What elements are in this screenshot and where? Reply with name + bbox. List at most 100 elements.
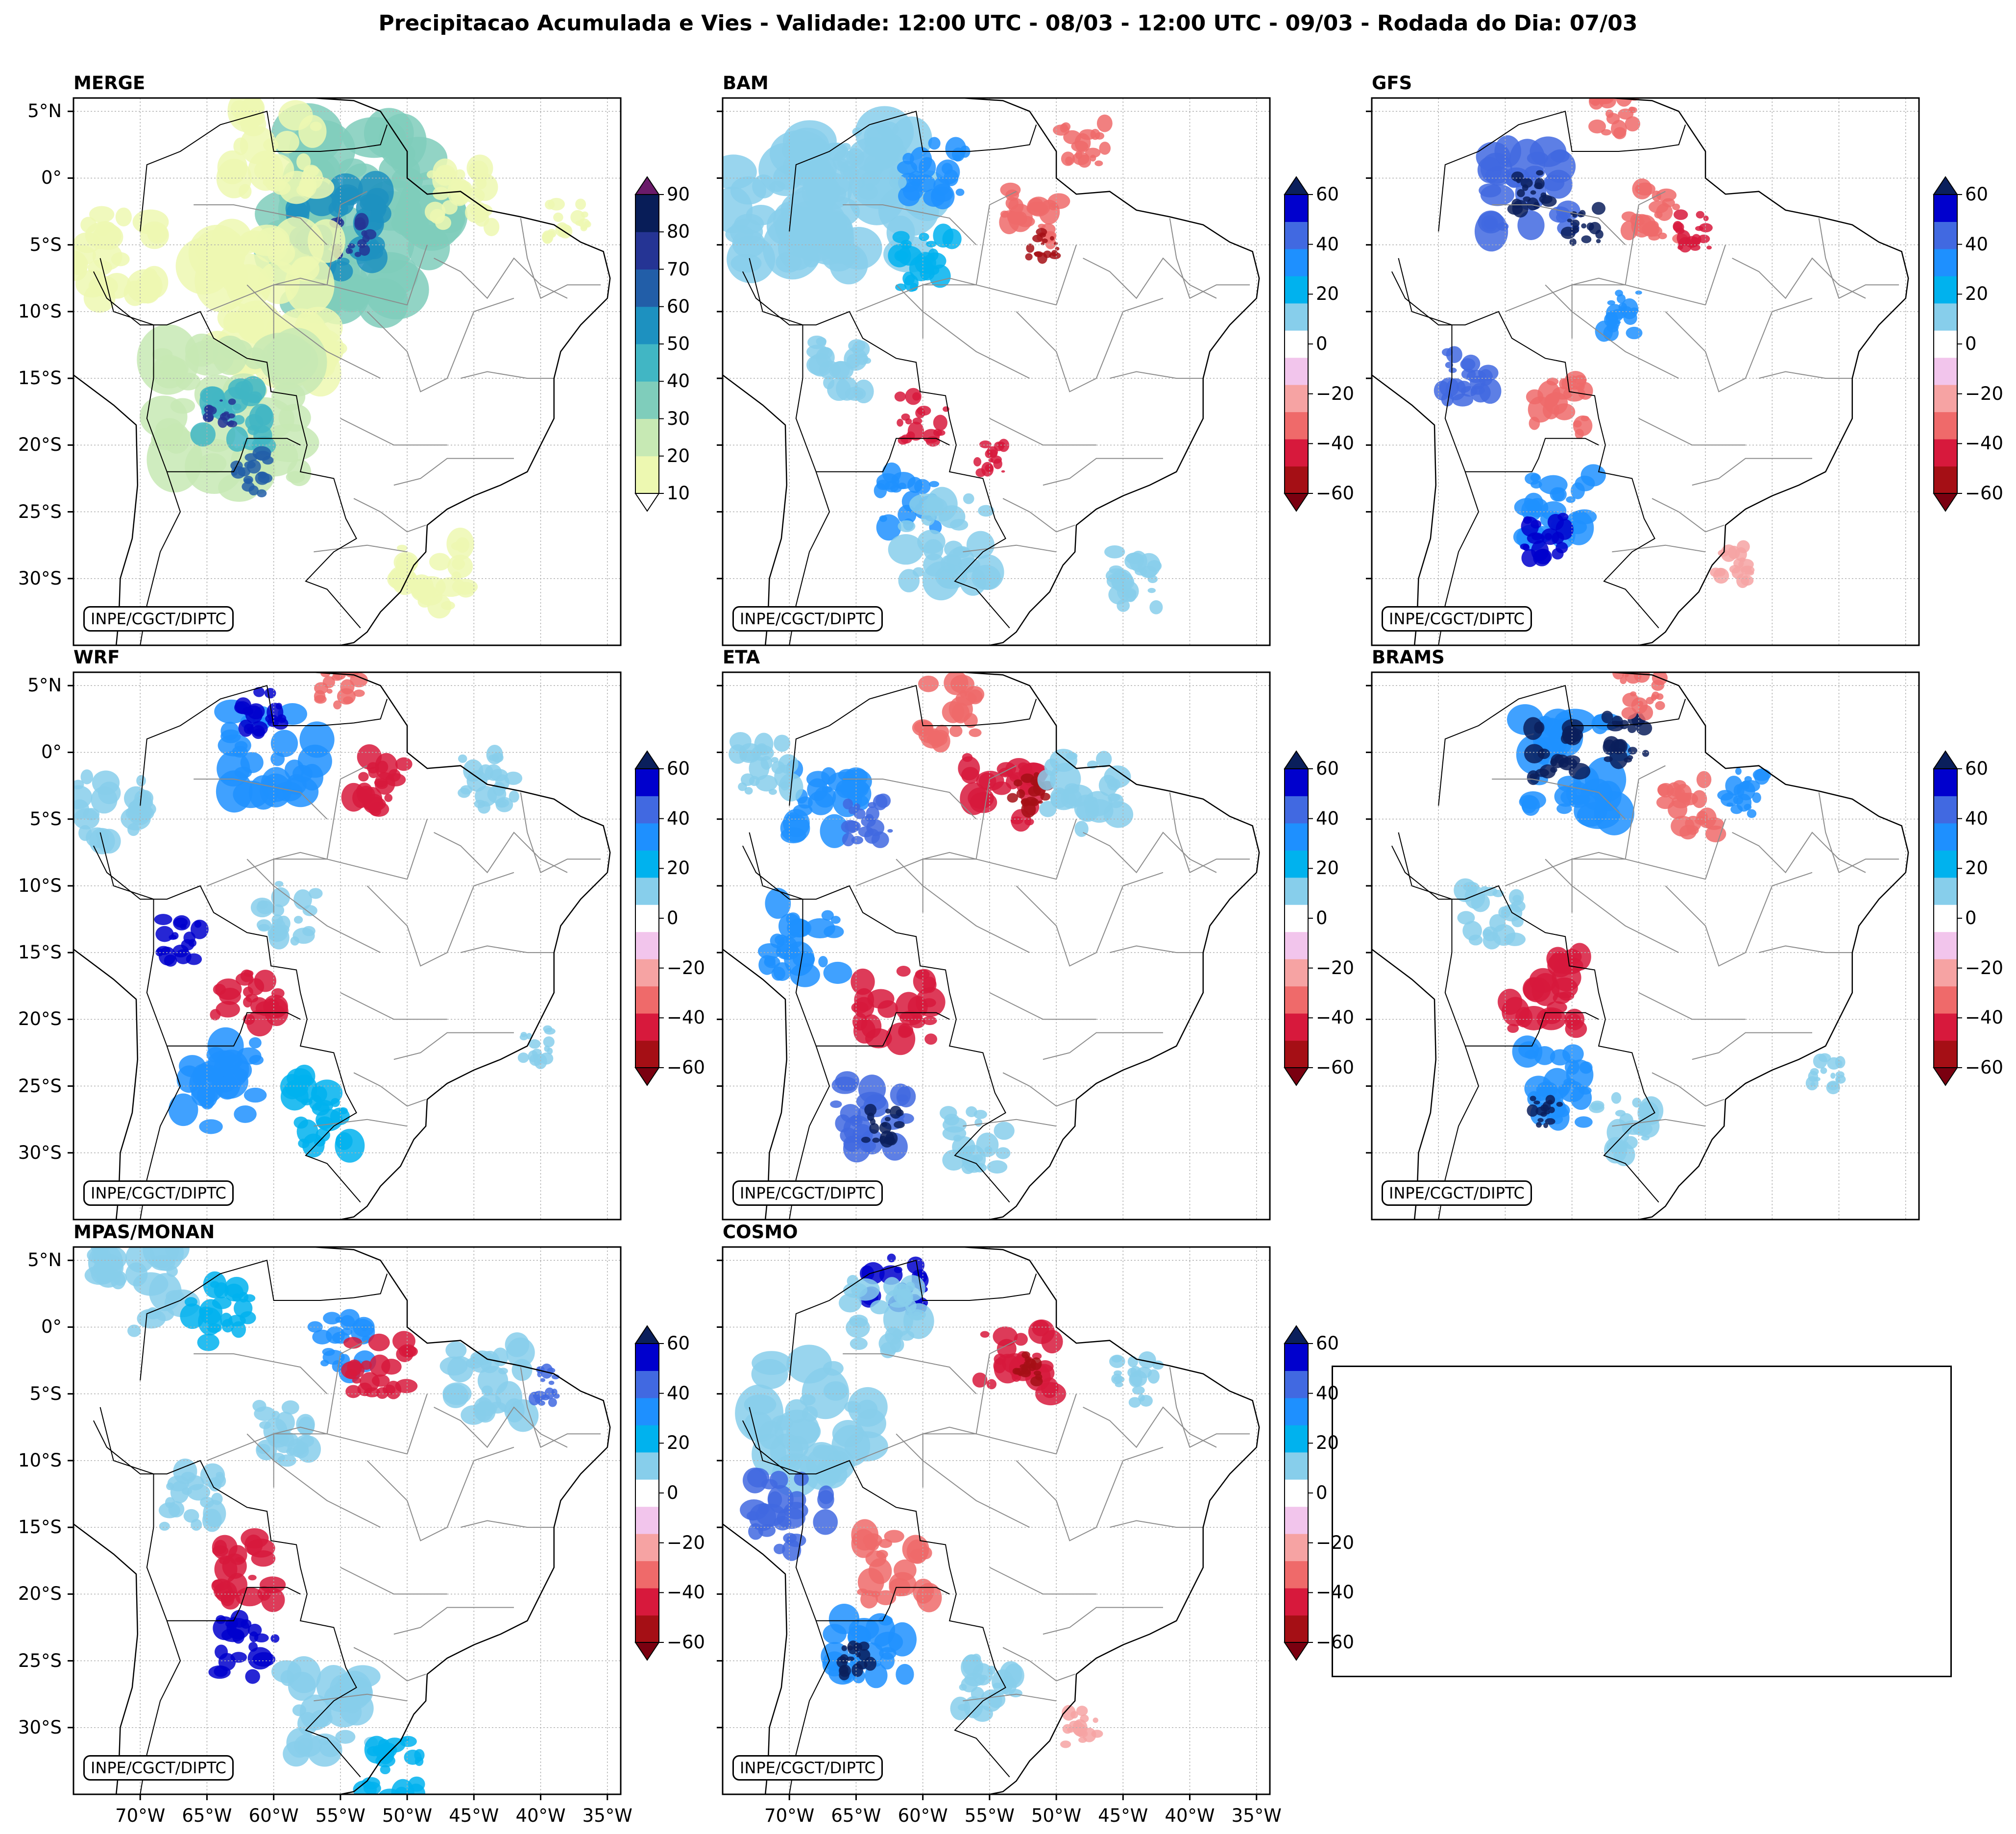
precip-patch xyxy=(870,1300,889,1315)
precip-patch xyxy=(1034,251,1041,256)
precip-patch xyxy=(250,897,274,918)
precip-patch xyxy=(1596,239,1601,244)
colorbar-bias xyxy=(1284,176,1313,512)
colorbar-label: 80 xyxy=(667,221,690,243)
precip-patch xyxy=(840,143,851,151)
precip-patch xyxy=(1531,540,1549,562)
precip-patch xyxy=(464,188,485,204)
colorbar-segment xyxy=(1934,1040,1957,1068)
precip-patch xyxy=(235,1587,264,1607)
precip-patch xyxy=(1635,290,1642,295)
precip-patch xyxy=(159,1521,170,1531)
precip-patch xyxy=(1588,119,1606,134)
precip-patch xyxy=(1091,1730,1103,1738)
precip-patch xyxy=(293,1064,316,1088)
figure-title: Precipitacao Acumulada e Vies - Validade… xyxy=(378,11,1638,36)
precip-patch xyxy=(1590,1100,1604,1110)
map-content xyxy=(723,672,1270,1220)
state-border xyxy=(460,371,554,379)
precip-patch xyxy=(881,1122,887,1127)
precip-patch xyxy=(853,803,860,810)
colorbar-label: −60 xyxy=(1316,1632,1355,1653)
precip-patch xyxy=(985,449,993,459)
precip-patch xyxy=(1655,701,1665,710)
precip-patch xyxy=(553,212,563,222)
coastline xyxy=(1372,374,1437,645)
precip-patch xyxy=(898,520,916,532)
map-frame xyxy=(1371,671,1920,1221)
precip-patch xyxy=(235,300,280,338)
precip-patch xyxy=(908,1309,926,1320)
precip-patch xyxy=(232,746,248,758)
colorbar-over-arrow xyxy=(634,750,660,769)
precip-patch xyxy=(250,997,268,1015)
precip-patch xyxy=(127,1324,141,1337)
lon-tick-label: 40°W xyxy=(515,1805,566,1826)
colorbar-segment xyxy=(1285,357,1308,385)
precip-patch xyxy=(219,399,223,402)
precip-patch xyxy=(723,154,757,190)
colorbar-segment xyxy=(1285,823,1308,851)
precip-patch xyxy=(244,1534,263,1556)
precip-patch xyxy=(384,794,393,802)
precip-patch xyxy=(389,565,415,591)
credit-label: INPE/CGCT/DIPTC xyxy=(83,1180,234,1206)
precip-patch xyxy=(333,700,342,709)
precip-patch xyxy=(815,210,854,256)
precip-patch xyxy=(470,1350,494,1365)
colorbar-segment xyxy=(1934,905,1957,932)
precip-patch xyxy=(1646,697,1654,705)
state-border xyxy=(1002,498,1075,533)
precip-patch xyxy=(1747,809,1757,818)
precip-patch xyxy=(1477,157,1502,183)
colorbar-label: −60 xyxy=(1316,483,1355,504)
precip-patch xyxy=(917,406,931,416)
state-border xyxy=(963,1119,1057,1127)
panel-title: GFS xyxy=(1372,73,1412,94)
precip-patch xyxy=(1122,588,1137,598)
precip-patch xyxy=(532,1049,542,1057)
precip-patch xyxy=(980,1689,1002,1712)
lon-tick-label: 65°W xyxy=(182,1805,232,1826)
state-border xyxy=(843,1353,977,1394)
precip-patch xyxy=(97,782,121,805)
map-panel-4 xyxy=(722,671,1271,1221)
precip-patch xyxy=(1625,116,1640,132)
precip-patch xyxy=(264,687,276,699)
precip-patch xyxy=(1062,1705,1076,1721)
precip-patch xyxy=(961,1160,975,1174)
precip-patch xyxy=(1536,170,1544,176)
coastline xyxy=(1611,98,1909,645)
precip-patch xyxy=(922,1016,937,1026)
colorbar-segment xyxy=(635,418,659,457)
precip-patch xyxy=(1521,799,1537,813)
precip-patch xyxy=(427,170,437,179)
colorbar-segment xyxy=(635,1040,659,1068)
precip-patch xyxy=(1147,560,1162,572)
state-border xyxy=(922,819,1077,913)
precip-patch xyxy=(441,601,455,610)
colorbar-segment xyxy=(1285,959,1308,987)
precip-patch xyxy=(818,1485,834,1504)
precip-patch xyxy=(185,333,219,367)
precip-patch xyxy=(1594,791,1634,835)
precip-patch xyxy=(417,576,446,598)
precip-patch xyxy=(368,802,389,817)
precip-patch xyxy=(1107,778,1121,791)
precip-patch xyxy=(327,660,336,668)
precip-patch xyxy=(277,714,287,723)
state-border xyxy=(246,1433,381,1528)
colorbar-segment xyxy=(635,1344,659,1371)
state-border xyxy=(1109,945,1203,954)
precip-patch xyxy=(1568,762,1591,780)
colorbar-segment xyxy=(635,1013,659,1041)
precip-patch xyxy=(1630,213,1644,227)
colorbar-label: 40 xyxy=(667,807,690,829)
precip-patch xyxy=(233,403,242,411)
precip-patch xyxy=(1571,482,1585,499)
precip-patch xyxy=(972,1154,983,1162)
precip-patch xyxy=(111,252,130,267)
precip-patch xyxy=(1630,691,1637,697)
colorbar-segment xyxy=(1285,466,1308,494)
colorbar-segment xyxy=(635,344,659,382)
